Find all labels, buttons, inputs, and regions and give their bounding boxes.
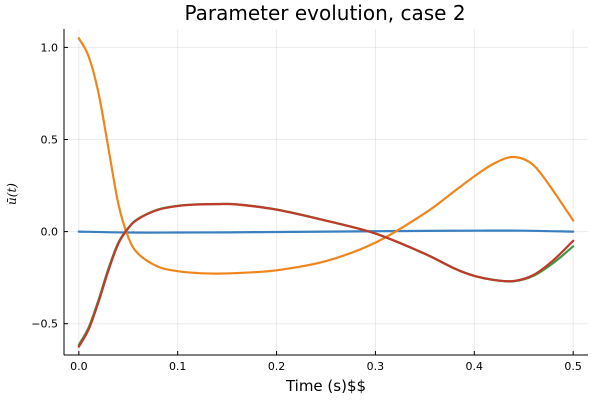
chart-title: Parameter evolution, case 2 — [184, 1, 465, 25]
x-tick-label: 0.0 — [70, 360, 88, 373]
x-tick-label: 0.5 — [564, 360, 582, 373]
axes — [63, 29, 588, 356]
y-tick-label: 1.0 — [41, 41, 59, 54]
x-ticks: 0.0 0.1 0.2 0.3 0.4 0.5 — [70, 351, 582, 373]
series-line-1 — [77, 229, 575, 234]
x-axis-label: Time (s)$$ — [285, 377, 366, 395]
grid — [64, 29, 588, 355]
y-tick-label: −0.5 — [31, 318, 58, 331]
x-tick-label: 0.1 — [169, 360, 187, 373]
x-tick-label: 0.4 — [466, 360, 484, 373]
x-tick-label: 0.2 — [268, 360, 286, 373]
x-tick-label: 0.3 — [367, 360, 385, 373]
series-line-4 — [77, 202, 575, 348]
series-line-2 — [77, 37, 575, 275]
y-tick-label: 0.0 — [41, 226, 59, 239]
plot-series — [77, 37, 575, 348]
y-tick-label: 0.5 — [41, 134, 59, 147]
y-ticks: −0.5 0.0 0.5 1.0 — [31, 41, 68, 331]
y-axis-label: ū(t) — [5, 183, 19, 205]
